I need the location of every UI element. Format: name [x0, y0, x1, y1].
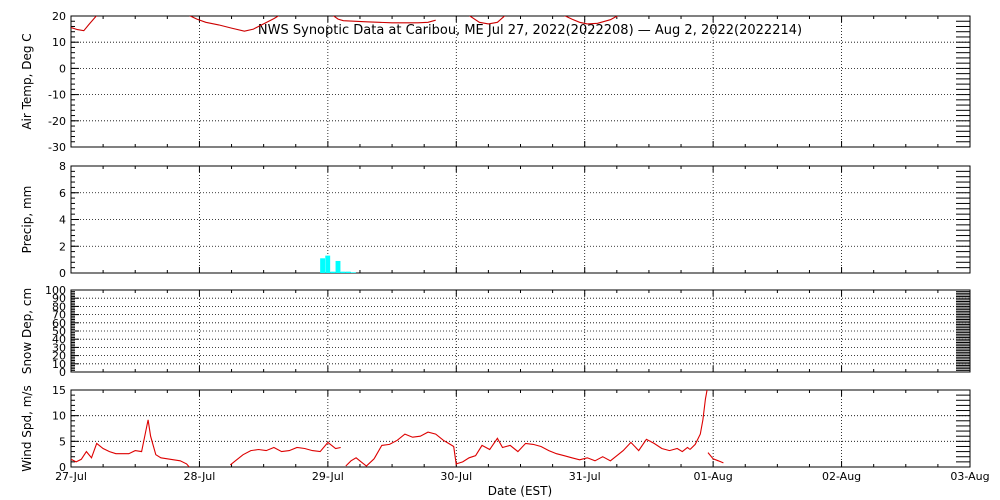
precip-bar: [340, 271, 346, 273]
panel-air_temp: -30 -20 -10 0 10 20 Air Temp, Deg C: [20, 10, 971, 154]
chart-title: NWS Synoptic Data at Caribou, ME Jul 27,…: [258, 23, 802, 38]
y-tick-label: -10: [48, 89, 66, 102]
y-tick-label: -30: [48, 141, 66, 154]
x-tick-label: 27-Jul: [55, 470, 87, 483]
y-tick-label: 70: [52, 309, 66, 322]
y-tick-label: 10: [52, 410, 66, 423]
series-air_temp: [71, 16, 619, 32]
panel-frame: [70, 389, 971, 468]
x-tick-label: 29-Jul: [312, 470, 344, 483]
air_temp-line: [563, 16, 619, 25]
y-tick-label: 6: [59, 187, 66, 200]
y-tick-label: 2: [59, 240, 66, 253]
y-tick-label: 90: [52, 292, 66, 305]
precip-bar: [350, 272, 356, 273]
wind_speed-line: [345, 457, 375, 467]
wind_speed-line: [456, 437, 691, 465]
y-tick-label: 40: [52, 333, 66, 346]
y-tick-label: 0: [59, 461, 66, 474]
y-tick-label: 50: [52, 325, 66, 338]
y-tick-label: 80: [52, 300, 66, 313]
air_temp-line: [71, 16, 97, 32]
series-wind_speed: [71, 390, 724, 467]
y-tick-label: 30: [52, 341, 66, 354]
y-tick-label: 60: [52, 317, 66, 330]
y-tick-label: 15: [52, 384, 66, 397]
precip-bar: [325, 255, 331, 273]
air_temp-line: [188, 16, 280, 32]
wind_speed-line: [707, 452, 724, 464]
precip-bar: [320, 258, 326, 273]
air_temp-line: [332, 16, 436, 24]
panel-precip: 0 2 4 6 8 Precip, mm: [20, 160, 971, 280]
y-tick-label: 20: [52, 350, 66, 363]
y-tick-label: 10: [52, 36, 66, 49]
y-tick-label: 100: [45, 284, 66, 297]
y-tick-label: 0: [59, 267, 66, 280]
wind_speed-line: [71, 419, 190, 467]
y-tick-label: -20: [48, 115, 66, 128]
x-axis-label: Date (EST): [488, 484, 552, 498]
precip-bar: [330, 271, 336, 273]
x-tick-label: 02-Aug: [822, 470, 861, 483]
panel-frame: [70, 289, 971, 373]
precip-bar: [345, 271, 351, 273]
panel-frame: [70, 165, 971, 274]
air_temp-line: [468, 16, 506, 25]
y-tick-label: 20: [52, 10, 66, 23]
series-precip: [320, 255, 356, 273]
wind_speed-line: [373, 431, 457, 465]
y-tick-label: 5: [59, 435, 66, 448]
y-axis-label: Precip, mm: [20, 186, 34, 254]
y-axis-label: Wind Spd, m/s: [20, 385, 34, 471]
y-axis-label: Snow Dep, cm: [20, 288, 34, 374]
y-axis-label: Air Temp, Deg C: [20, 33, 34, 129]
x-tick-label: 01-Aug: [694, 470, 733, 483]
wind_speed-line: [689, 390, 708, 450]
y-tick-label: 0: [59, 366, 66, 379]
y-tick-label: 0: [59, 62, 66, 75]
y-tick-label: 4: [59, 214, 66, 227]
x-tick-label: 30-Jul: [440, 470, 472, 483]
panel-wind_speed: 0 5 10 15 Wind Spd, m/s: [20, 384, 971, 474]
y-tick-label: 10: [52, 358, 66, 371]
precip-bar: [335, 260, 341, 273]
wind_speed-line: [229, 441, 341, 466]
x-tick-label: 28-Jul: [183, 470, 215, 483]
x-tick-label: 31-Jul: [569, 470, 601, 483]
y-tick-label: 8: [59, 160, 66, 173]
x-tick-label: 03-Aug: [950, 470, 989, 483]
